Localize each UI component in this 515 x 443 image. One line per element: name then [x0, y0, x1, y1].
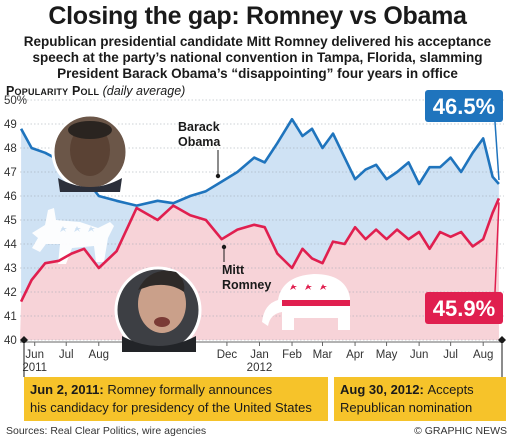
annotation-text: Accepts [427, 382, 474, 397]
x-tick-label: Apr [346, 349, 364, 361]
y-tick-label: 47 [4, 167, 17, 179]
obama-final-callout: 46.5% [425, 90, 503, 181]
annotation-line: Republican nomination [340, 400, 472, 415]
event-marker [20, 336, 28, 344]
romney-final-pointer [494, 202, 500, 293]
annotation-line: Jun 2, 2011: Romney formally announces [30, 382, 273, 397]
y-tick-label: 50% [4, 95, 27, 107]
annotation-box [334, 377, 506, 421]
annotation-date: Jun 2, 2011: [30, 382, 107, 397]
x-tick-label: Dec [217, 349, 238, 361]
y-tick-label: 42 [4, 287, 17, 299]
y-tick-label: 41 [4, 311, 17, 323]
x-tick-label: May [376, 349, 398, 361]
romney-line [20, 197, 501, 303]
x-tick-label: Mar [313, 349, 333, 361]
romney-label-dot [221, 244, 227, 250]
x-tick-label: Jun [25, 349, 44, 361]
subtitle: Republican presidential candidate Mitt R… [6, 34, 509, 82]
y-tick-label: 40 [4, 335, 17, 347]
x-tick-label: Aug [473, 349, 493, 361]
x-tick-label: Jan [250, 349, 269, 361]
poll-heading: Popularity Poll (daily average) [6, 84, 185, 98]
year-label: 2012 [247, 362, 273, 374]
event-marker [498, 336, 506, 344]
annotation-box [24, 377, 328, 421]
democrat-donkey-icon [32, 208, 114, 264]
poll-note: (daily average) [102, 84, 186, 98]
obama-photo [51, 113, 129, 192]
romney-final-box [425, 292, 503, 324]
subtitle-line: Republican presidential candidate Mitt R… [23, 34, 492, 49]
obama-line [20, 117, 500, 207]
x-tick-label: Jul [443, 349, 458, 361]
obama-final-pointer [494, 121, 500, 181]
nomination-annotation: Aug 30, 2012: Accepts Republican nominati… [334, 336, 506, 421]
annotation-text: Romney formally announces [107, 382, 272, 397]
credit-note: © GRAPHIC NEWS [414, 425, 507, 437]
romney-name-line: Romney [222, 278, 271, 292]
y-tick-label: 45 [4, 215, 17, 227]
poll-label: Popularity Poll [6, 84, 100, 98]
subtitle-line: President Barack Obama’s “disappointing”… [57, 66, 458, 81]
y-tick-label: 44 [4, 239, 17, 251]
obama-name-line: Barack [178, 120, 220, 134]
x-tick-label: Jul [59, 349, 74, 361]
obama-final-box [425, 90, 503, 122]
y-tick-label: 46 [4, 191, 17, 203]
x-tick-label: Feb [282, 349, 302, 361]
gap-area [21, 119, 499, 302]
obama-label-dot [215, 173, 221, 179]
annotation-line: Aug 30, 2012: Accepts [340, 382, 474, 397]
subtitle-line: speech at the party’s national conventio… [32, 50, 483, 65]
page-title: Closing the gap: Romney vs Obama [48, 2, 467, 30]
republican-elephant-icon [262, 274, 350, 330]
romney-photo [114, 266, 202, 354]
romney-final-value: 45.9% [433, 296, 495, 321]
y-tick-label: 48 [4, 143, 17, 155]
y-tick-label: 49 [4, 119, 17, 131]
y-tick-label: 43 [4, 263, 17, 275]
x-tick-label: Aug [89, 349, 109, 361]
romney-final-callout: 45.9% [425, 202, 503, 324]
announcement-annotation: Jun 2, 2011: Romney formally announces hi… [20, 336, 328, 421]
annotation-date: Aug 30, 2012: [340, 382, 427, 397]
annotation-line: his candidacy for presidency of the Unit… [30, 400, 312, 415]
year-label: 2011 [22, 362, 47, 374]
sources-note: Sources: Real Clear Politics, wire agenc… [6, 425, 207, 437]
x-tick-label: Jun [410, 349, 429, 361]
romney-name-line: Mitt [222, 263, 245, 277]
obama-final-value: 46.5% [433, 94, 495, 119]
obama-name-line: Obama [178, 135, 221, 149]
